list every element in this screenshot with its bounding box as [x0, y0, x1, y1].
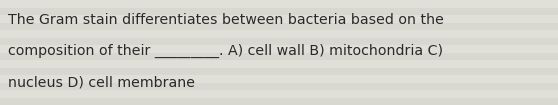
Bar — [0, 83, 558, 90]
Text: The Gram stain differentiates between bacteria based on the: The Gram stain differentiates between ba… — [8, 13, 444, 27]
Bar — [0, 68, 558, 75]
Bar — [0, 7, 558, 15]
Bar — [0, 30, 558, 37]
Bar — [0, 22, 558, 30]
Bar — [0, 90, 558, 98]
Text: composition of their _________. A) cell wall B) mitochondria C): composition of their _________. A) cell … — [8, 44, 444, 58]
Bar — [0, 37, 558, 45]
Bar — [0, 60, 558, 68]
Bar — [0, 52, 558, 60]
Bar — [0, 98, 558, 105]
Bar — [0, 0, 558, 7]
Bar — [0, 45, 558, 52]
Bar — [0, 75, 558, 83]
Bar — [0, 15, 558, 22]
Text: nucleus D) cell membrane: nucleus D) cell membrane — [8, 76, 195, 90]
